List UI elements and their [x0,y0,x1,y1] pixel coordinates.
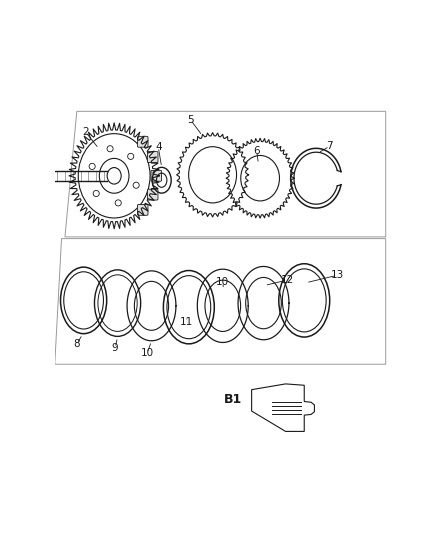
Text: 4: 4 [155,142,162,152]
Text: 11: 11 [180,317,193,327]
Ellipse shape [43,171,49,181]
FancyBboxPatch shape [138,136,148,147]
FancyBboxPatch shape [151,171,162,181]
Text: 10: 10 [216,277,230,287]
Text: B1: B1 [224,393,242,406]
FancyBboxPatch shape [138,205,148,215]
Text: 2: 2 [82,127,88,136]
FancyBboxPatch shape [148,189,158,200]
Text: 5: 5 [187,115,194,125]
FancyBboxPatch shape [148,151,158,163]
Text: 6: 6 [254,146,260,156]
Text: 9: 9 [112,343,119,353]
Text: 7: 7 [326,141,333,151]
Text: 10: 10 [141,349,154,358]
Text: 13: 13 [331,270,344,280]
Text: 12: 12 [281,275,294,285]
Text: 8: 8 [74,339,80,349]
